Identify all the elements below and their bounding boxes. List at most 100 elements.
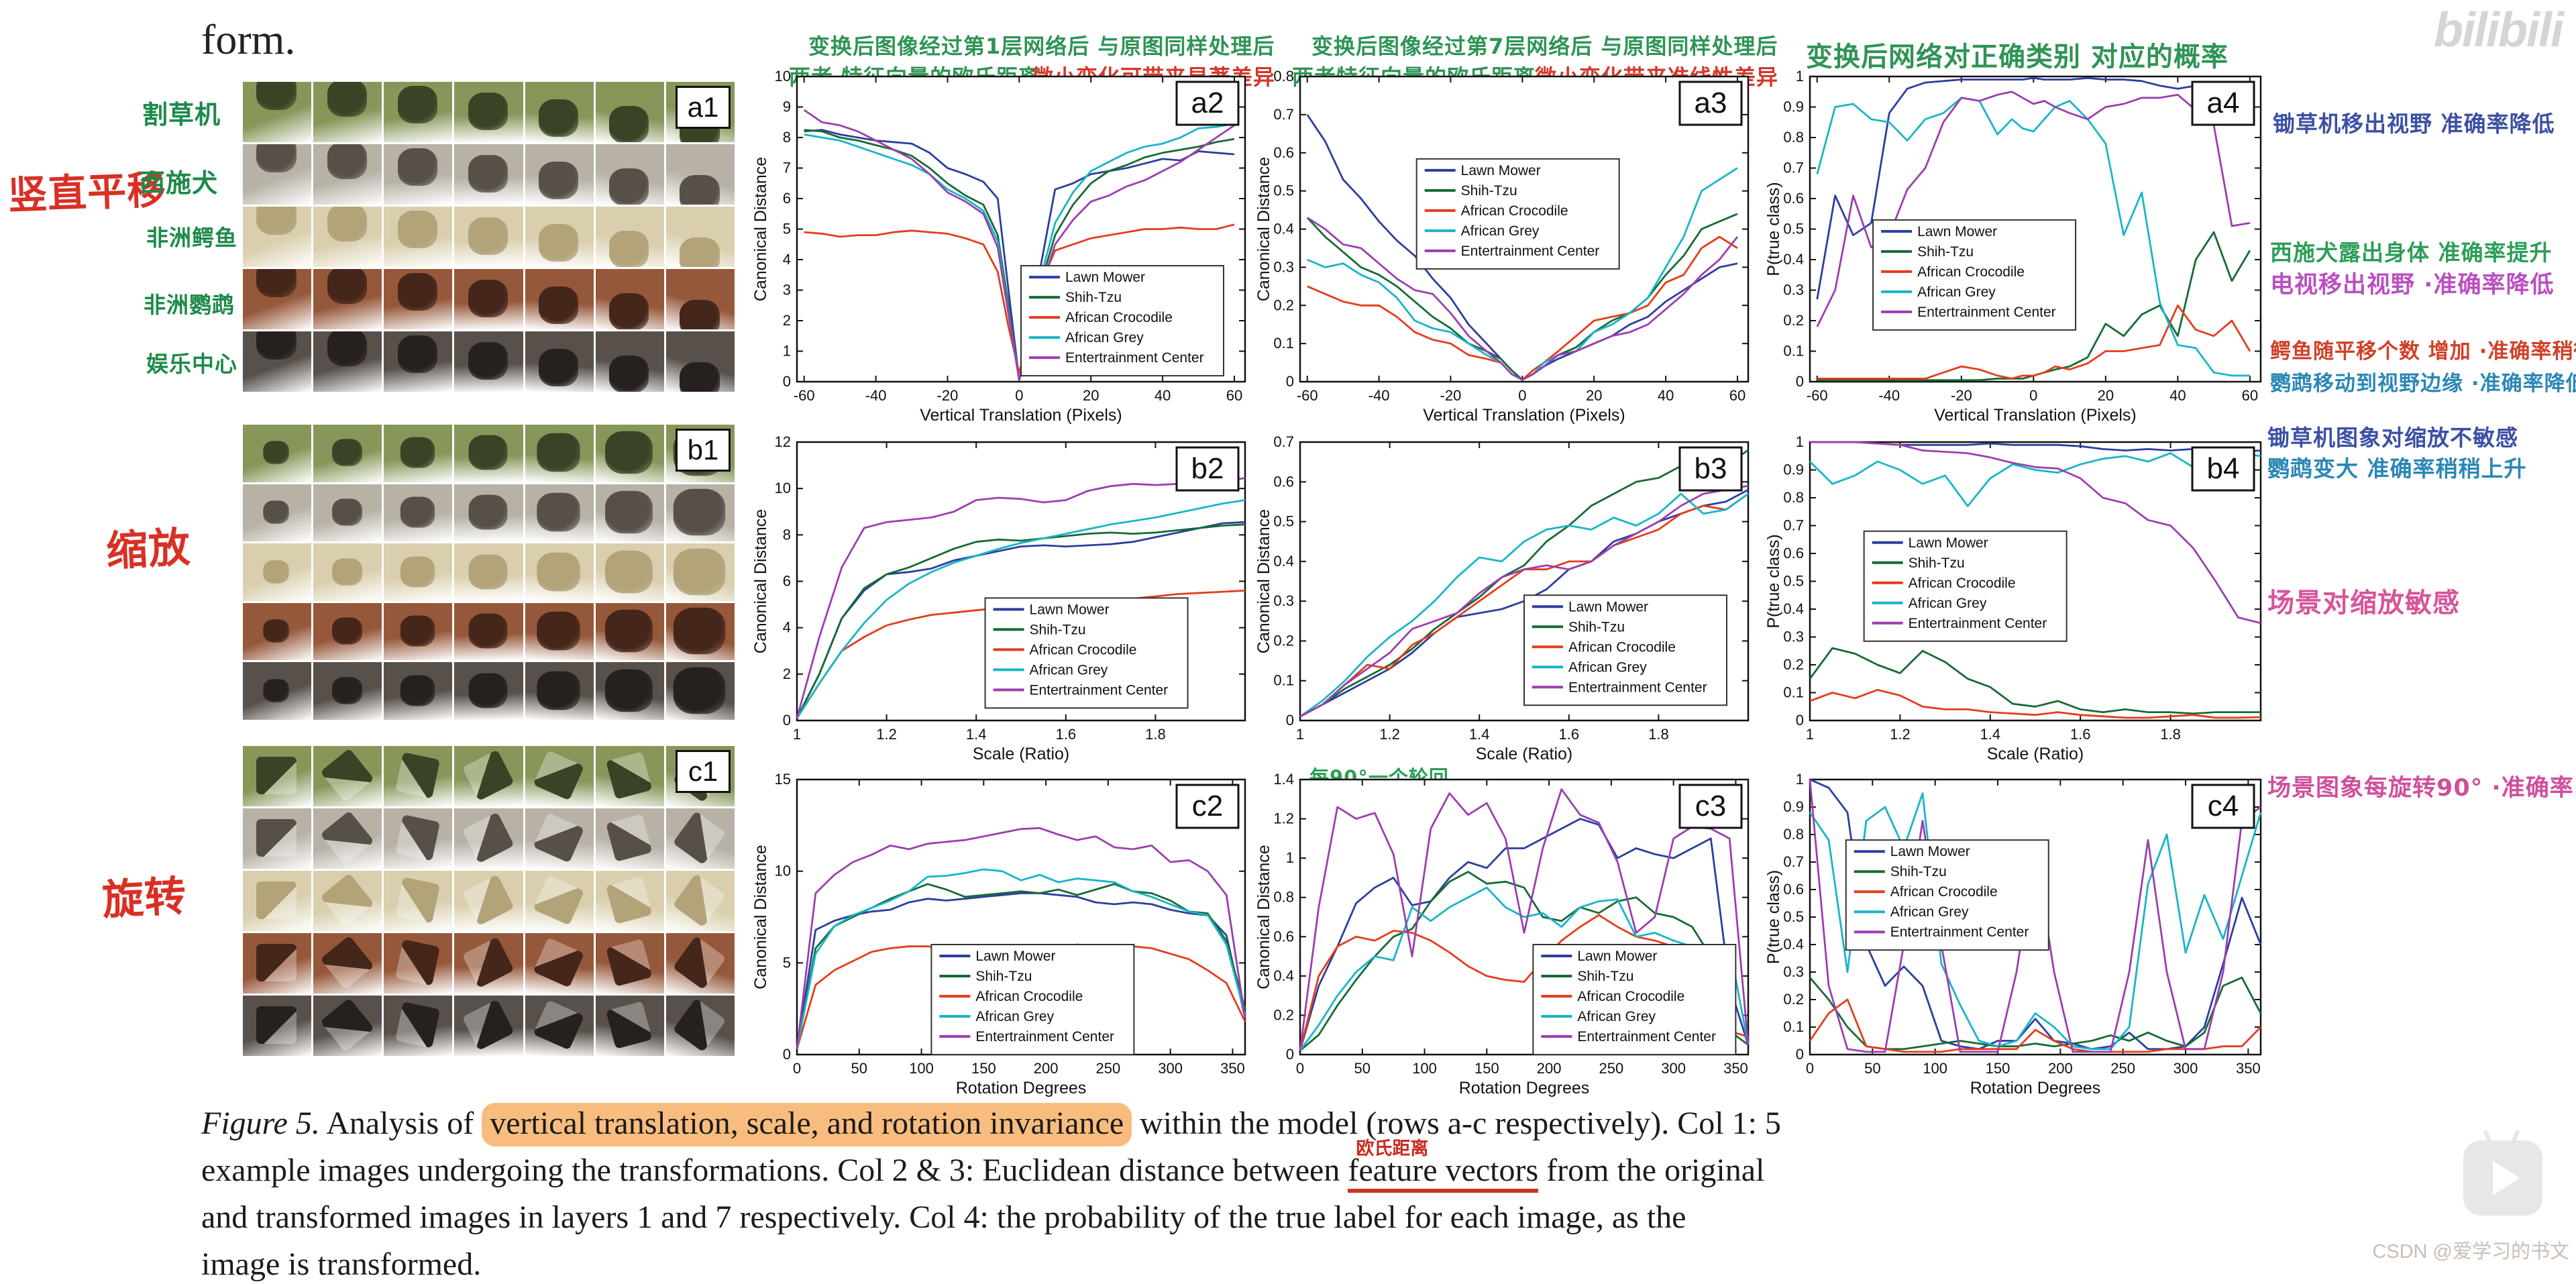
example-image (243, 269, 312, 329)
example-image (243, 484, 312, 542)
image-subject (256, 881, 297, 919)
example-image (525, 82, 594, 142)
legend-entry-label: Lawn Mower (1568, 599, 1648, 614)
legend-entry-label: Entertrainment Center (975, 1029, 1114, 1045)
chart-c3: 0 50 100 150 200 250 300 350 0 0.2 0.4 0.6 0.8 1 1.2 1.… (1256, 771, 1750, 1098)
legend-entry-label: Shih-Tzu (1568, 619, 1625, 635)
y-tick-label: 0.4 (1783, 600, 1804, 617)
image-subject (331, 677, 362, 704)
example-image (243, 82, 312, 142)
y-tick-label: 6 (783, 573, 791, 590)
image-subject (605, 669, 653, 712)
caption-text: and transformed images in layers 1 and 7… (201, 1199, 1686, 1235)
chart-a2: -60 -40 -20 0 20 40 60 0 1 2 3 4 5 6 7 8 9 10 Vertical Tra… (753, 68, 1246, 425)
image-subject (468, 494, 508, 530)
example-image (384, 871, 453, 931)
example-image (313, 746, 382, 806)
y-axis-label: Canonical Distance (753, 845, 770, 989)
y-tick-label: 12 (775, 433, 791, 450)
caption-text: Analysis of (319, 1106, 482, 1141)
series-african-grey (796, 868, 1246, 1050)
chart-a3: -60 -40 -20 0 20 40 60 0 0.1 0.2 0.3 0.4 0.5 0.6 0.7 0.… (1256, 68, 1750, 425)
example-image (525, 425, 594, 482)
class-name-label: 娱乐中心 (146, 351, 237, 377)
image-subject (263, 619, 290, 643)
y-tick-label: 0.8 (1783, 129, 1804, 146)
image-subject (680, 175, 720, 205)
image-strip-b1: b1 (243, 425, 735, 720)
example-image (454, 543, 523, 601)
image-subject (672, 935, 727, 990)
series-african-grey (1816, 97, 2250, 377)
y-tick-label: 0 (1796, 1046, 1804, 1063)
image-subject (538, 162, 579, 199)
y-tick-label: 2 (783, 312, 791, 329)
series-entertrainment-center (1810, 441, 2261, 625)
example-image (595, 662, 664, 720)
example-image (384, 543, 453, 601)
image-subject (468, 155, 508, 193)
legend-entry-label: Lawn Mower (975, 949, 1055, 964)
image-subject (462, 874, 515, 926)
chart-corner-label: a4 (2191, 81, 2255, 126)
chart-c4: 0 50 100 150 200 250 300 350 0 0.1 0.2 0.3 0.4 0.5 0.6… (1766, 771, 2262, 1098)
image-subject (331, 617, 362, 645)
image-subject (400, 615, 435, 647)
legend-entry-label: Entertrainment Center (1577, 1029, 1716, 1045)
y-tick-label: 0.5 (1783, 221, 1804, 237)
image-subject (606, 1001, 653, 1049)
y-tick-label: 15 (775, 771, 791, 788)
series-shih-tzu (796, 523, 1246, 719)
figure-caption: Figure 5. Analysis of vertical translati… (201, 1100, 2334, 1284)
legend-entry-label: Shih-Tzu (1065, 290, 1122, 305)
series-lawn-mower (796, 892, 1246, 1050)
legend-entry-label: Shih-Tzu (1917, 244, 1974, 260)
x-tick-label: 250 (1599, 1060, 1624, 1077)
caption-text: image is transformed. (201, 1246, 482, 1282)
image-subject (468, 217, 508, 255)
y-tick-label: 0.3 (1783, 629, 1804, 645)
example-image (595, 808, 664, 869)
caption-text: example images undergoing the transforma… (201, 1153, 1348, 1188)
chart-corner-label: b4 (2191, 446, 2255, 492)
image-subject (533, 812, 585, 863)
series-african-grey (796, 499, 1246, 719)
y-tick-label: 0.2 (1273, 1006, 1294, 1023)
example-image (313, 484, 382, 542)
example-image (665, 602, 735, 661)
image-subject (394, 877, 440, 924)
image-subject (394, 814, 440, 861)
image-subject (256, 269, 297, 297)
example-image (665, 207, 735, 267)
example-image (243, 996, 312, 1056)
svg-text:b4: b4 (2207, 452, 2240, 485)
x-axis-label: Scale (Ratio) (1476, 745, 1573, 763)
image-subject (609, 231, 649, 267)
y-tick-label: 0.8 (1783, 826, 1804, 843)
legend: Lawn Mower Shih-Tzu African Crocodile Afric… (1532, 944, 1737, 1055)
example-image (454, 746, 523, 806)
legend: Lawn Mower Shih-Tzu African Crocodile Afric… (1863, 530, 2068, 642)
example-image (595, 269, 664, 329)
legend: Lawn Mower Shih-Tzu African Crocodile Afric… (1872, 219, 2077, 331)
image-grid (243, 425, 735, 720)
image-subject (400, 675, 435, 706)
y-tick-label: 1 (1286, 849, 1294, 866)
y-tick-label: 0.1 (1273, 672, 1294, 689)
legend-entry-label: Entertrainment Center (1030, 682, 1169, 698)
series-entertrainment-center (1299, 484, 1749, 718)
x-tick-label: 0 (793, 1060, 801, 1077)
image-subject (606, 751, 653, 800)
x-tick-label: 1 (793, 726, 801, 743)
example-image (243, 746, 312, 806)
legend-entry-label: Entertrainment Center (1909, 616, 2047, 631)
series-african-crocodile (804, 223, 1235, 374)
image-subject (327, 82, 367, 117)
image-subject (319, 810, 374, 865)
example-image (525, 871, 594, 931)
image-subject (468, 554, 508, 590)
example-image (595, 144, 664, 205)
svg-text:b2: b2 (1191, 452, 1224, 485)
y-tick-label: 0 (1286, 712, 1294, 729)
svg-text:b3: b3 (1695, 452, 1727, 485)
